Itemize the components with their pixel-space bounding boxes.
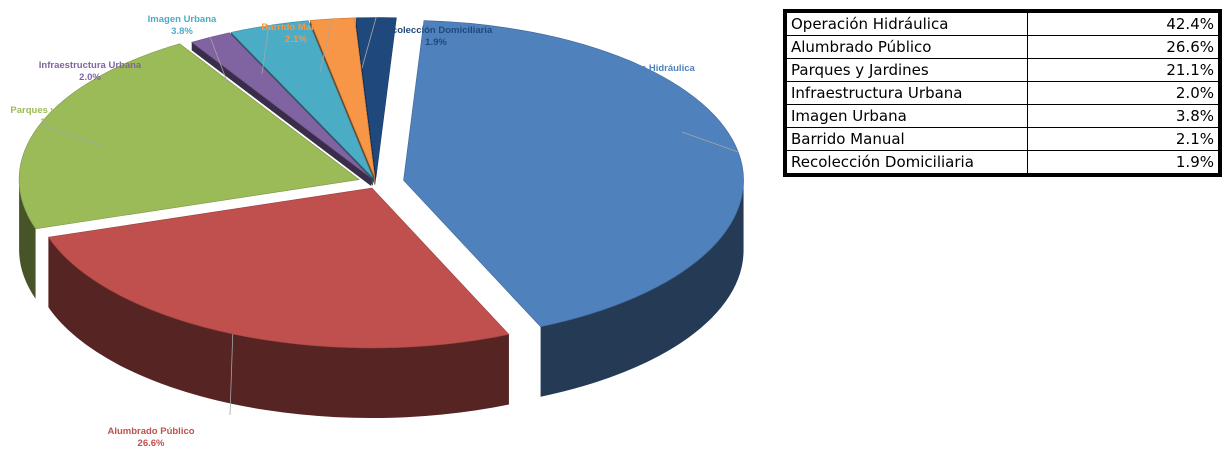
pie-slice-side <box>540 180 744 397</box>
table-cell-value: 42.4% <box>1027 10 1221 36</box>
table-row: Imagen Urbana 3.8% <box>784 104 1221 128</box>
slice-label-name: Barrido Manual <box>261 22 330 33</box>
table-cell-name: Alumbrado Público <box>784 35 1028 59</box>
data-table: Operación Hidráulica 42.4% Alumbrado Púb… <box>783 9 1222 177</box>
slice-label-value: 1.9% <box>425 37 447 48</box>
pie-slice-side <box>19 179 36 299</box>
table-cell-value: 2.0% <box>1027 81 1221 105</box>
table-cell-name: Recolección Domiciliaria <box>784 150 1028 176</box>
pie-slice <box>403 20 744 328</box>
label-leader-line <box>229 333 234 416</box>
slice-label-name: Recolección Domiciliaria <box>380 25 493 36</box>
label-leader-line <box>361 17 377 69</box>
pie-slice-side <box>48 237 509 419</box>
slice-label-value: 21.1% <box>41 117 68 128</box>
table-cell-name: Imagen Urbana <box>784 104 1028 128</box>
table-row: Infraestructura Urbana 2.0% <box>784 81 1221 105</box>
table-cell-name: Barrido Manual <box>784 127 1028 151</box>
table-cell-value: 3.8% <box>1027 104 1221 128</box>
table-cell-value: 2.1% <box>1027 127 1221 151</box>
pie-slice <box>191 32 372 179</box>
slice-label-name: Parques y Jardines <box>10 105 97 116</box>
slice-label-value: 2.0% <box>79 72 101 83</box>
slice-label-value: 42.4% <box>634 75 661 86</box>
table-cell-value: 1.9% <box>1027 150 1221 176</box>
slice-label-name: Imagen Urbana <box>148 14 217 25</box>
label-leader-line <box>39 124 101 146</box>
table-row: Operación Hidráulica 42.4% <box>784 10 1221 36</box>
label-leader-line <box>319 18 333 73</box>
slice-label-value: 3.8% <box>171 26 193 37</box>
slice-label-name: Operación Hidráulica <box>599 63 695 74</box>
table-row: Alumbrado Público 26.6% <box>784 35 1221 59</box>
table-row: Parques y Jardines 21.1% <box>784 58 1221 82</box>
table-cell-name: Infraestructura Urbana <box>784 81 1028 105</box>
table-row: Recolección Domiciliaria 1.9% <box>784 150 1221 176</box>
slice-label-name: Infraestructura Urbana <box>39 60 142 71</box>
pie-slice-side <box>191 42 372 187</box>
table-cell-value: 21.1% <box>1027 58 1221 82</box>
slice-label-value: 2.1% <box>285 34 307 45</box>
pie-slice <box>309 17 376 178</box>
table-cell-value: 26.6% <box>1027 35 1221 59</box>
table-row: Barrido Manual 2.1% <box>784 127 1221 151</box>
slice-label-value: 26.6% <box>138 438 165 449</box>
table-cell-name: Operación Hidráulica <box>784 10 1028 36</box>
label-leader-line <box>261 25 270 75</box>
table-cell-name: Parques y Jardines <box>784 58 1028 82</box>
label-leader-line <box>209 37 229 85</box>
pie-slice <box>230 20 374 178</box>
slice-label-name: Alumbrado Público <box>107 426 194 437</box>
label-leader-line <box>681 131 739 153</box>
